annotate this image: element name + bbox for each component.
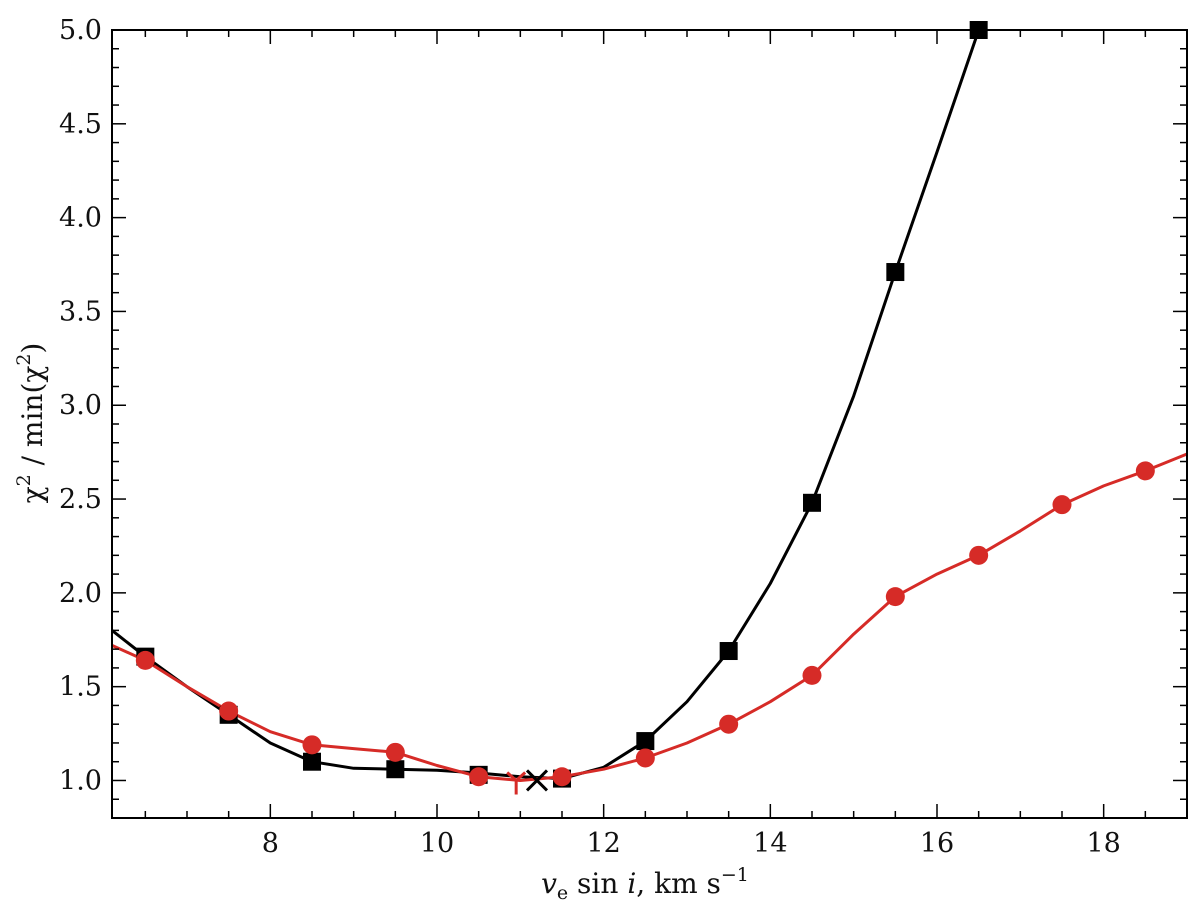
x-tick-label: 8 — [262, 828, 279, 859]
plot-frame — [111, 29, 1188, 819]
series-2-point-3 — [302, 735, 322, 755]
x-tick-label: 14 — [753, 828, 787, 859]
y-tick-label: 1.0 — [59, 765, 102, 796]
y-tick-label: 5.0 — [59, 15, 102, 46]
series-1-point-8 — [719, 642, 738, 661]
x-axis-label: ve sin i, km s−1 — [541, 864, 749, 900]
series-2-point-8 — [719, 714, 739, 734]
series-1-point-3 — [303, 752, 321, 771]
series-1-point-4 — [386, 760, 405, 779]
x-tick-label: 18 — [1086, 828, 1120, 859]
series-1-point-10 — [886, 263, 905, 282]
x-tick-label: 16 — [920, 828, 954, 859]
series-2-point-13 — [1135, 461, 1155, 481]
y-tick-label: 4.0 — [59, 203, 102, 234]
series-markers — [135, 21, 1155, 795]
series-1-point-7 — [636, 732, 655, 751]
series-2-point-2 — [219, 701, 239, 721]
y-axis-label: χ2 / min(χ2) — [13, 343, 49, 504]
series-2-point-4 — [385, 742, 405, 762]
series-2-point-12 — [1052, 495, 1072, 515]
axis-ticks — [112, 29, 1188, 819]
series-curves — [112, 29, 1187, 782]
series-1-point-9 — [803, 493, 821, 512]
y-tick-label: 3.0 — [59, 390, 102, 421]
series-2-point-7 — [635, 748, 655, 768]
y-tick-label: 4.5 — [59, 109, 102, 140]
series-1-line — [112, 29, 981, 781]
series-2-point-5 — [469, 767, 489, 787]
y-tick-label: 3.5 — [59, 296, 102, 327]
x-tick-label: 10 — [420, 828, 454, 859]
series-1-minimum-marker — [525, 769, 549, 792]
series-2-line — [112, 452, 1187, 782]
series-2-point-10 — [885, 587, 905, 607]
series-2-point-1 — [135, 650, 155, 670]
y-tick-label: 1.5 — [59, 672, 102, 703]
axis-tick-labels: 8 10 12 14 16 18 1.0 1.5 2.0 2.5 3.0 3.5 4.0 4.5 5.0 — [59, 15, 1121, 859]
y-tick-label: 2.0 — [59, 578, 102, 609]
series-2-point-6 — [552, 767, 572, 787]
series-2-point-11 — [969, 545, 989, 565]
x-tick-label: 12 — [586, 828, 620, 859]
series-2-minimum-marker — [506, 771, 527, 795]
series-2-point-9 — [802, 665, 822, 685]
y-tick-label: 2.5 — [59, 484, 102, 515]
